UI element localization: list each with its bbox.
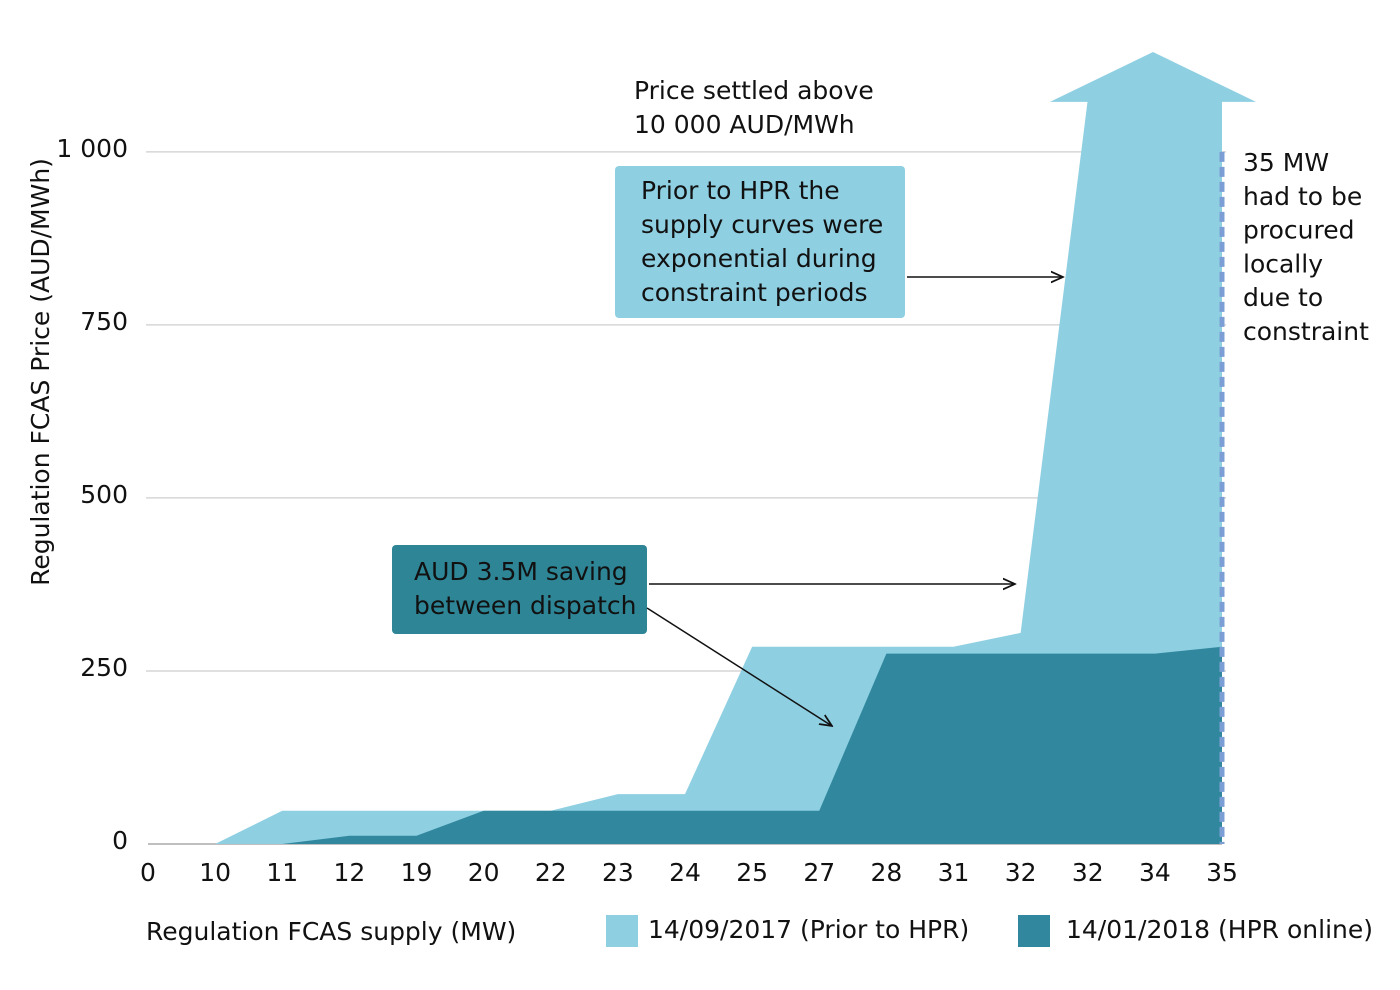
y-tick-label: 1 000 [56,134,128,163]
annotation: 35 MW [1243,148,1329,177]
x-tick-label: 23 [602,858,634,887]
annotation: procured [1243,216,1354,245]
y-tick-label: 500 [80,480,128,509]
legend-label: 14/09/2017 (Prior to HPR) [648,915,969,944]
x-tick-label: 11 [266,858,298,887]
annotation: exponential during [641,244,877,273]
x-tick-label: 19 [401,858,433,887]
annotation: had to be [1243,182,1362,211]
x-tick-label: 34 [1139,858,1171,887]
annotation: locally [1243,249,1323,278]
arrow-head [1050,52,1256,102]
annotation: between dispatch [414,591,636,620]
x-tick-label: 12 [333,858,365,887]
annotation-box [392,545,647,634]
x-tick-label: 28 [870,858,902,887]
x-tick-label: 20 [468,858,500,887]
y-tick-label: 750 [80,307,128,336]
legend-label: 14/01/2018 (HPR online) [1066,915,1373,944]
annotation: constraint periods [641,278,868,307]
x-tick-label: 0 [140,858,156,887]
y-tick-label: 250 [80,653,128,682]
x-tick-label: 22 [535,858,567,887]
annotation: supply curves were [641,210,883,239]
x-tick-label: 32 [1005,858,1037,887]
annotation-box [615,166,905,318]
x-tick-label: 32 [1072,858,1104,887]
x-tick-label: 35 [1206,858,1238,887]
annotation: constraint [1243,317,1369,346]
x-tick-label: 31 [938,858,970,887]
x-tick-label: 27 [803,858,835,887]
annotation: AUD 3.5M saving [414,557,628,586]
legend-swatch [606,915,638,947]
y-axis-label: Regulation FCAS Price (AUD/MWh) [26,158,55,586]
x-axis-label: Regulation FCAS supply (MW) [146,917,516,946]
area [148,646,1222,844]
annotation-arrow [646,607,832,726]
annotation: Prior to HPR the [641,176,840,205]
x-tick-label: 10 [199,858,231,887]
annotation: 10 000 AUD/MWh [634,110,855,139]
annotation: due to [1243,283,1323,312]
x-tick-label: 25 [736,858,768,887]
legend-swatch [1018,915,1050,947]
x-tick-label: 24 [669,858,701,887]
y-tick-label: 0 [112,826,128,855]
annotation: Price settled above [634,76,874,105]
